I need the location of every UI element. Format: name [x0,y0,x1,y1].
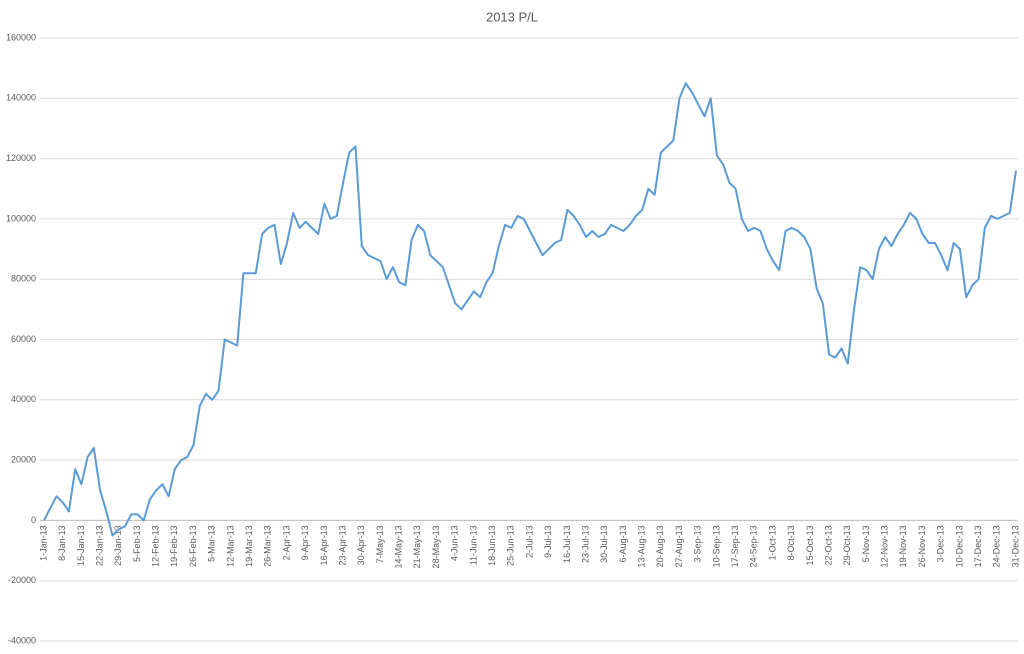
x-tick-label: 26-Nov-13 [917,525,927,567]
x-tick-label: 19-Feb-13 [169,525,179,567]
x-tick-label: 5-Nov-13 [861,525,871,562]
x-tick-label: 19-Mar-13 [244,525,254,567]
x-tick-label: 18-Jun-13 [487,525,497,566]
x-tick-label: 16-Jul-13 [562,525,572,563]
y-tick-label: 0 [31,515,36,525]
x-tick-label: 22-Oct-13 [823,525,833,565]
x-tick-label: 30-Apr-13 [356,525,366,565]
x-tick-label: 23-Apr-13 [337,525,347,565]
x-tick-label: 24-Sep-13 [749,525,759,567]
x-tick-label: 7-May-13 [375,525,385,563]
x-tick-label: 6-Aug-13 [618,525,628,562]
x-tick-label: 29-Oct-13 [842,525,852,565]
x-tick-label: 27-Aug-13 [674,525,684,567]
chart-title: 2013 P/L [486,9,538,24]
y-tick-label: 120000 [6,153,36,163]
x-tick-label: 8-Jan-13 [57,525,67,561]
x-tick-label: 26-Mar-13 [263,525,273,567]
y-tick-label: 100000 [6,213,36,223]
y-tick-label: 140000 [6,93,36,103]
x-tick-label: 29-Jan-13 [113,525,123,566]
x-tick-label: 15-Oct-13 [805,525,815,565]
y-tick-label: 20000 [11,454,36,464]
x-tick-label: 15-Jan-13 [76,525,86,566]
x-tick-label: 16-Apr-13 [319,525,329,565]
y-tick-label: 80000 [11,274,36,284]
pl-line [43,82,1017,537]
y-tick-label: -40000 [8,635,36,645]
y-tick-label: 160000 [6,32,36,42]
x-tick-label: 25-Jun-13 [506,525,516,566]
x-tick-label: 5-Feb-13 [132,525,142,562]
x-tick-label: 12-Mar-13 [225,525,235,567]
x-tick-label: 2-Apr-13 [281,525,291,560]
x-tick-label: 30-Jul-13 [599,525,609,563]
x-tick-label: 26-Feb-13 [188,525,198,567]
x-tick-label: 17-Sep-13 [730,525,740,567]
x-tick-label: 8-Oct-13 [786,525,796,560]
x-tick-label: 10-Dec-13 [954,525,964,567]
x-tick-label: 12-Feb-13 [151,525,161,567]
x-tick-label: 28-May-13 [431,525,441,568]
x-tick-label: 21-May-13 [412,525,422,568]
x-tick-label: 1-Jan-13 [38,525,48,561]
x-tick-label: 17-Dec-13 [973,525,983,567]
x-tick-label: 12-Nov-13 [880,525,890,567]
x-tick-label: 3-Dec-13 [936,525,946,562]
x-tick-label: 20-Aug-13 [655,525,665,567]
x-tick-label: 22-Jan-13 [94,525,104,566]
x-tick-label: 13-Aug-13 [637,525,647,567]
x-tick-label: 10-Sep-13 [711,525,721,567]
x-tick-label: 9-Apr-13 [300,525,310,560]
y-tick-label: 40000 [11,394,36,404]
x-tick-label: 19-Nov-13 [898,525,908,567]
x-tick-label: 31-Dec-13 [1010,525,1020,567]
x-tick-label: 14-May-13 [394,525,404,568]
y-tick-label: -20000 [8,575,36,585]
y-tick-label: 60000 [11,334,36,344]
x-tick-label: 11-Jun-13 [468,525,478,565]
x-tick-label: 2-Jul-13 [524,525,534,558]
x-tick-label: 24-Dec-13 [992,525,1002,567]
x-tick-label: 9-Jul-13 [543,525,553,558]
x-tick-label: 4-Jun-13 [450,525,460,561]
x-tick-label: 3-Sep-13 [693,525,703,562]
x-tick-label: 5-Mar-13 [207,525,217,562]
x-tick-label: 1-Oct-13 [767,525,777,560]
x-tick-label: 23-Jul-13 [580,525,590,563]
